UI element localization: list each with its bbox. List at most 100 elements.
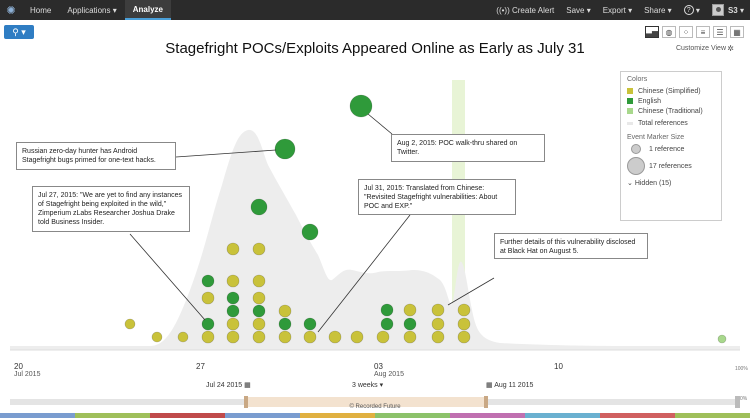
event-marker[interactable] [252, 304, 266, 318]
share-label: Share [644, 5, 666, 15]
event-marker[interactable] [457, 317, 471, 331]
list-view-icon[interactable]: ≡ [696, 26, 710, 38]
event-marker[interactable] [328, 330, 342, 344]
alert-icon: ((•)) [496, 5, 510, 15]
event-marker[interactable] [403, 303, 417, 317]
nav-applications-label: Applications [67, 5, 111, 15]
event-marker[interactable] [201, 330, 215, 344]
event-marker[interactable] [226, 317, 240, 331]
range-end-label[interactable]: ▦ Aug 11 2015 [486, 381, 533, 389]
annotation-blackhat[interactable]: Further details of this vulnerability di… [494, 233, 648, 259]
event-marker[interactable] [403, 330, 417, 344]
slider-scrollbar[interactable] [735, 396, 740, 408]
network-view-icon[interactable]: ⁘ [679, 26, 693, 38]
event-marker[interactable] [350, 330, 364, 344]
event-marker[interactable] [252, 274, 266, 288]
event-marker[interactable] [349, 94, 373, 118]
legend-item[interactable]: Chinese (Traditional) [627, 106, 715, 116]
legend-item[interactable]: Chinese (Simplified) [627, 86, 715, 96]
annotation-russian[interactable]: Russian zero-day hunter has Android Stag… [16, 142, 176, 170]
range-duration-select[interactable]: 3 weeks ▾ [352, 382, 384, 389]
size-small-circle [631, 144, 641, 154]
legend-hidden-toggle[interactable]: ⌄ Hidden (15) [627, 178, 715, 188]
export-menu[interactable]: Export ▾ [602, 5, 633, 15]
slider-handle-left[interactable] [244, 396, 248, 408]
top-nav: ✺ Home Applications ▾ Analyze ((•)) Crea… [0, 0, 750, 20]
event-marker[interactable] [303, 317, 317, 331]
event-marker[interactable] [380, 317, 394, 331]
annotation-jul27[interactable]: Jul 27, 2015: "We are yet to find any in… [32, 186, 190, 232]
timeline-view-icon[interactable]: ▃▅ [645, 26, 659, 38]
create-alert-button[interactable]: ((•)) Create Alert [490, 0, 560, 20]
event-marker[interactable] [177, 331, 189, 343]
event-marker[interactable] [151, 331, 163, 343]
event-marker[interactable] [226, 274, 240, 288]
timeline-slider[interactable] [0, 396, 750, 408]
logo-icon[interactable]: ✺ [6, 4, 16, 17]
event-marker[interactable] [431, 330, 445, 344]
event-marker[interactable] [380, 303, 394, 317]
customize-view-link[interactable]: Customize View [675, 45, 726, 52]
strip-seg [675, 413, 750, 418]
search-button[interactable]: ⚲ ▾ [4, 25, 34, 39]
legend-swatch-total [627, 121, 633, 125]
event-marker[interactable] [403, 317, 417, 331]
event-marker[interactable] [124, 318, 136, 330]
event-marker[interactable] [226, 304, 240, 318]
axis-tick: 10 [554, 362, 563, 371]
nav-analyze[interactable]: Analyze [124, 0, 171, 20]
event-marker[interactable] [717, 334, 727, 344]
event-marker[interactable] [274, 138, 296, 160]
legend-size-header: Event Marker Size [627, 134, 685, 141]
event-marker[interactable] [278, 304, 292, 318]
legend-item[interactable]: Total references [627, 118, 715, 128]
event-marker[interactable] [250, 198, 268, 216]
save-menu[interactable]: Save ▾ [566, 5, 591, 15]
slider-selection[interactable] [246, 397, 486, 407]
event-marker[interactable] [457, 330, 471, 344]
user-menu[interactable]: S3 ▾ [706, 0, 750, 20]
legend-label: Chinese (Traditional) [638, 107, 703, 115]
annotation-aug2[interactable]: Aug 2, 2015: POC walk-thru shared on Twi… [391, 134, 545, 162]
range-start-text: Jul 24 2015 [206, 382, 243, 389]
event-marker[interactable] [252, 330, 266, 344]
help-menu[interactable]: ? ▾ [678, 0, 706, 20]
event-marker[interactable] [278, 317, 292, 331]
event-marker[interactable] [226, 330, 240, 344]
share-menu[interactable]: Share ▾ [644, 5, 672, 15]
size-large-row: 17 references [627, 157, 715, 175]
annotation-jul31[interactable]: Jul 31, 2015: Translated from Chinese: "… [358, 179, 516, 215]
event-marker[interactable] [201, 317, 215, 331]
nav-home[interactable]: Home [30, 5, 52, 15]
event-marker[interactable] [252, 242, 266, 256]
range-start-label[interactable]: Jul 24 2015 ▦ [206, 381, 251, 389]
page-title: Stagefright POCs/Exploits Appeared Onlin… [165, 40, 585, 57]
event-marker[interactable] [201, 291, 215, 305]
detail-list-view-icon[interactable]: ☰ [713, 26, 727, 38]
event-marker[interactable] [301, 223, 319, 241]
tick-label: 20 [14, 362, 23, 371]
legend-label: Chinese (Simplified) [638, 87, 701, 95]
event-marker[interactable] [431, 317, 445, 331]
map-view-icon[interactable]: ◍ [662, 26, 676, 38]
table-view-icon[interactable]: ▦ [730, 26, 744, 38]
gear-icon[interactable]: ✲ [727, 44, 734, 53]
event-marker[interactable] [252, 291, 266, 305]
event-marker[interactable] [226, 291, 240, 305]
create-alert-label: Create Alert [511, 5, 555, 15]
nav-applications[interactable]: Applications ▾ [59, 0, 124, 20]
event-marker[interactable] [278, 330, 292, 344]
event-marker[interactable] [201, 274, 215, 288]
slider-handle-right[interactable] [484, 396, 488, 408]
event-marker[interactable] [431, 303, 445, 317]
legend-panel: Colors Chinese (Simplified) English Chin… [620, 71, 722, 221]
legend-item[interactable]: English [627, 96, 715, 106]
event-marker[interactable] [252, 317, 266, 331]
connector-jul27 [129, 233, 206, 321]
strip-seg [450, 413, 525, 418]
event-marker[interactable] [226, 242, 240, 256]
range-duration-text: 3 weeks [352, 382, 378, 389]
event-marker[interactable] [457, 303, 471, 317]
event-marker[interactable] [303, 330, 317, 344]
event-marker[interactable] [376, 330, 390, 344]
